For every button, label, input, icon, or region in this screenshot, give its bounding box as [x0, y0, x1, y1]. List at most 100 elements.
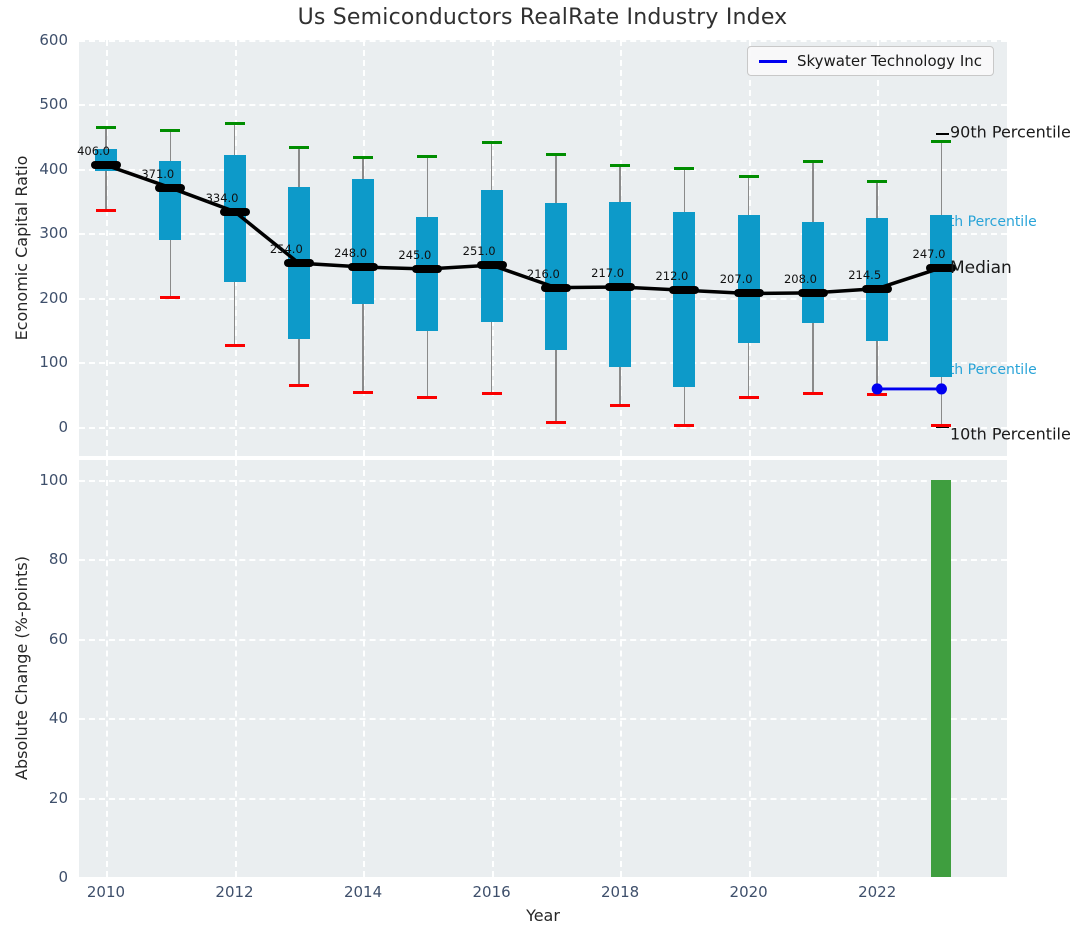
y-tick-label: 300: [39, 224, 68, 243]
gridline-horizontal: [79, 233, 1007, 236]
median-annotation: 254.0: [269, 242, 303, 257]
box-iqr: [673, 212, 696, 387]
median-marker: [733, 289, 764, 298]
cap-90th-percentile: [160, 128, 181, 132]
cap-10th-percentile: [481, 391, 502, 395]
y-tick-label: 100: [39, 353, 68, 372]
cap-10th-percentile: [160, 296, 181, 300]
box-iqr: [480, 189, 503, 323]
median-marker: [862, 284, 893, 293]
median-annotation: 334.0: [205, 190, 239, 205]
x-tick-label: 2022: [858, 883, 897, 901]
chart-title: Us Semiconductors RealRate Industry Inde…: [297, 5, 788, 30]
skywater-marker: [935, 383, 947, 395]
bottom-plot-area: [79, 460, 1007, 877]
cap-10th-percentile: [931, 423, 952, 427]
gridline-horizontal: [79, 104, 1007, 107]
annotation-leader: [936, 132, 949, 135]
box-iqr: [544, 202, 567, 350]
gridline-horizontal: [79, 638, 1007, 641]
label-75th-percentile: 75th Percentile: [931, 213, 1037, 230]
box-iqr: [866, 218, 889, 341]
x-tick-label: 2018: [601, 883, 640, 901]
cap-10th-percentile: [545, 420, 566, 424]
legend: Skywater Technology Inc: [746, 46, 994, 76]
box-iqr: [801, 221, 824, 324]
y-tick-label: 40: [48, 709, 68, 728]
median-annotation: 247.0: [912, 246, 946, 261]
y-tick-label: 600: [39, 31, 68, 49]
median-annotation: 248.0: [334, 246, 368, 261]
median-marker: [219, 207, 250, 216]
box-iqr: [352, 179, 375, 304]
median-annotation: 406.0: [77, 144, 110, 159]
cap-10th-percentile: [802, 391, 823, 395]
median-annotation: 217.0: [591, 266, 625, 281]
y-tick-label: 200: [39, 288, 68, 307]
label-25th-percentile: 25th Percentile: [931, 361, 1037, 378]
cap-10th-percentile: [224, 343, 245, 347]
cap-90th-percentile: [353, 155, 374, 159]
gridline-horizontal: [79, 797, 1007, 800]
cap-90th-percentile: [545, 152, 566, 156]
legend-label: Skywater Technology Inc: [796, 52, 982, 70]
x-tick-label: 2016: [472, 883, 511, 901]
median-marker: [155, 183, 186, 192]
gridline-vertical: [491, 460, 494, 877]
gridline-horizontal: [79, 40, 1007, 42]
box-iqr: [737, 215, 760, 344]
median-annotation: 212.0: [655, 269, 689, 284]
gridline-horizontal: [79, 718, 1007, 721]
x-tick-label: 2020: [729, 883, 768, 901]
gridline-vertical: [877, 460, 880, 877]
box-iqr: [159, 161, 182, 240]
cap-10th-percentile: [288, 383, 309, 387]
median-marker: [797, 288, 828, 297]
cap-90th-percentile: [95, 126, 116, 130]
skywater-marker: [871, 383, 883, 395]
cap-90th-percentile: [867, 180, 888, 184]
median-marker: [412, 264, 443, 273]
median-annotation: 216.0: [526, 266, 560, 281]
gridline-horizontal: [79, 362, 1007, 365]
gridline-horizontal: [79, 168, 1007, 171]
cap-90th-percentile: [224, 122, 245, 126]
label-10th-percentile: 10th Percentile: [950, 424, 1071, 444]
gridline-vertical: [105, 40, 108, 456]
gridline-vertical: [620, 460, 623, 877]
median-marker: [283, 259, 314, 268]
gridline-vertical: [234, 460, 237, 877]
y-tick-label: 0: [58, 868, 68, 886]
label-median: Median: [950, 257, 1012, 278]
cap-90th-percentile: [931, 140, 952, 144]
gridline-horizontal: [79, 559, 1007, 562]
median-marker: [540, 283, 571, 292]
cap-10th-percentile: [417, 396, 438, 400]
cap-90th-percentile: [288, 145, 309, 149]
annotation-leader: [936, 426, 949, 429]
median-annotation: 208.0: [783, 271, 817, 286]
median-marker: [926, 263, 957, 272]
median-annotation: 371.0: [141, 166, 175, 181]
label-90th-percentile: 90th Percentile: [950, 122, 1071, 142]
cap-10th-percentile: [610, 404, 631, 408]
median-annotation: 207.0: [719, 272, 753, 287]
gridline-vertical: [363, 460, 366, 877]
cap-90th-percentile: [481, 141, 502, 145]
cap-90th-percentile: [802, 159, 823, 163]
median-marker: [605, 283, 636, 292]
y-tick-label: 60: [48, 629, 68, 648]
gridline-vertical: [105, 460, 108, 877]
cap-10th-percentile: [674, 424, 695, 428]
median-marker: [669, 286, 700, 295]
median-marker: [90, 161, 121, 170]
absolute-change-bar: [931, 479, 952, 877]
y-tick-label: 400: [39, 159, 68, 178]
cap-90th-percentile: [738, 175, 759, 179]
box-iqr: [930, 214, 953, 377]
x-axis-label-year: Year: [526, 906, 560, 925]
median-marker: [348, 263, 379, 272]
gridline-vertical: [748, 460, 751, 877]
cap-90th-percentile: [610, 164, 631, 168]
